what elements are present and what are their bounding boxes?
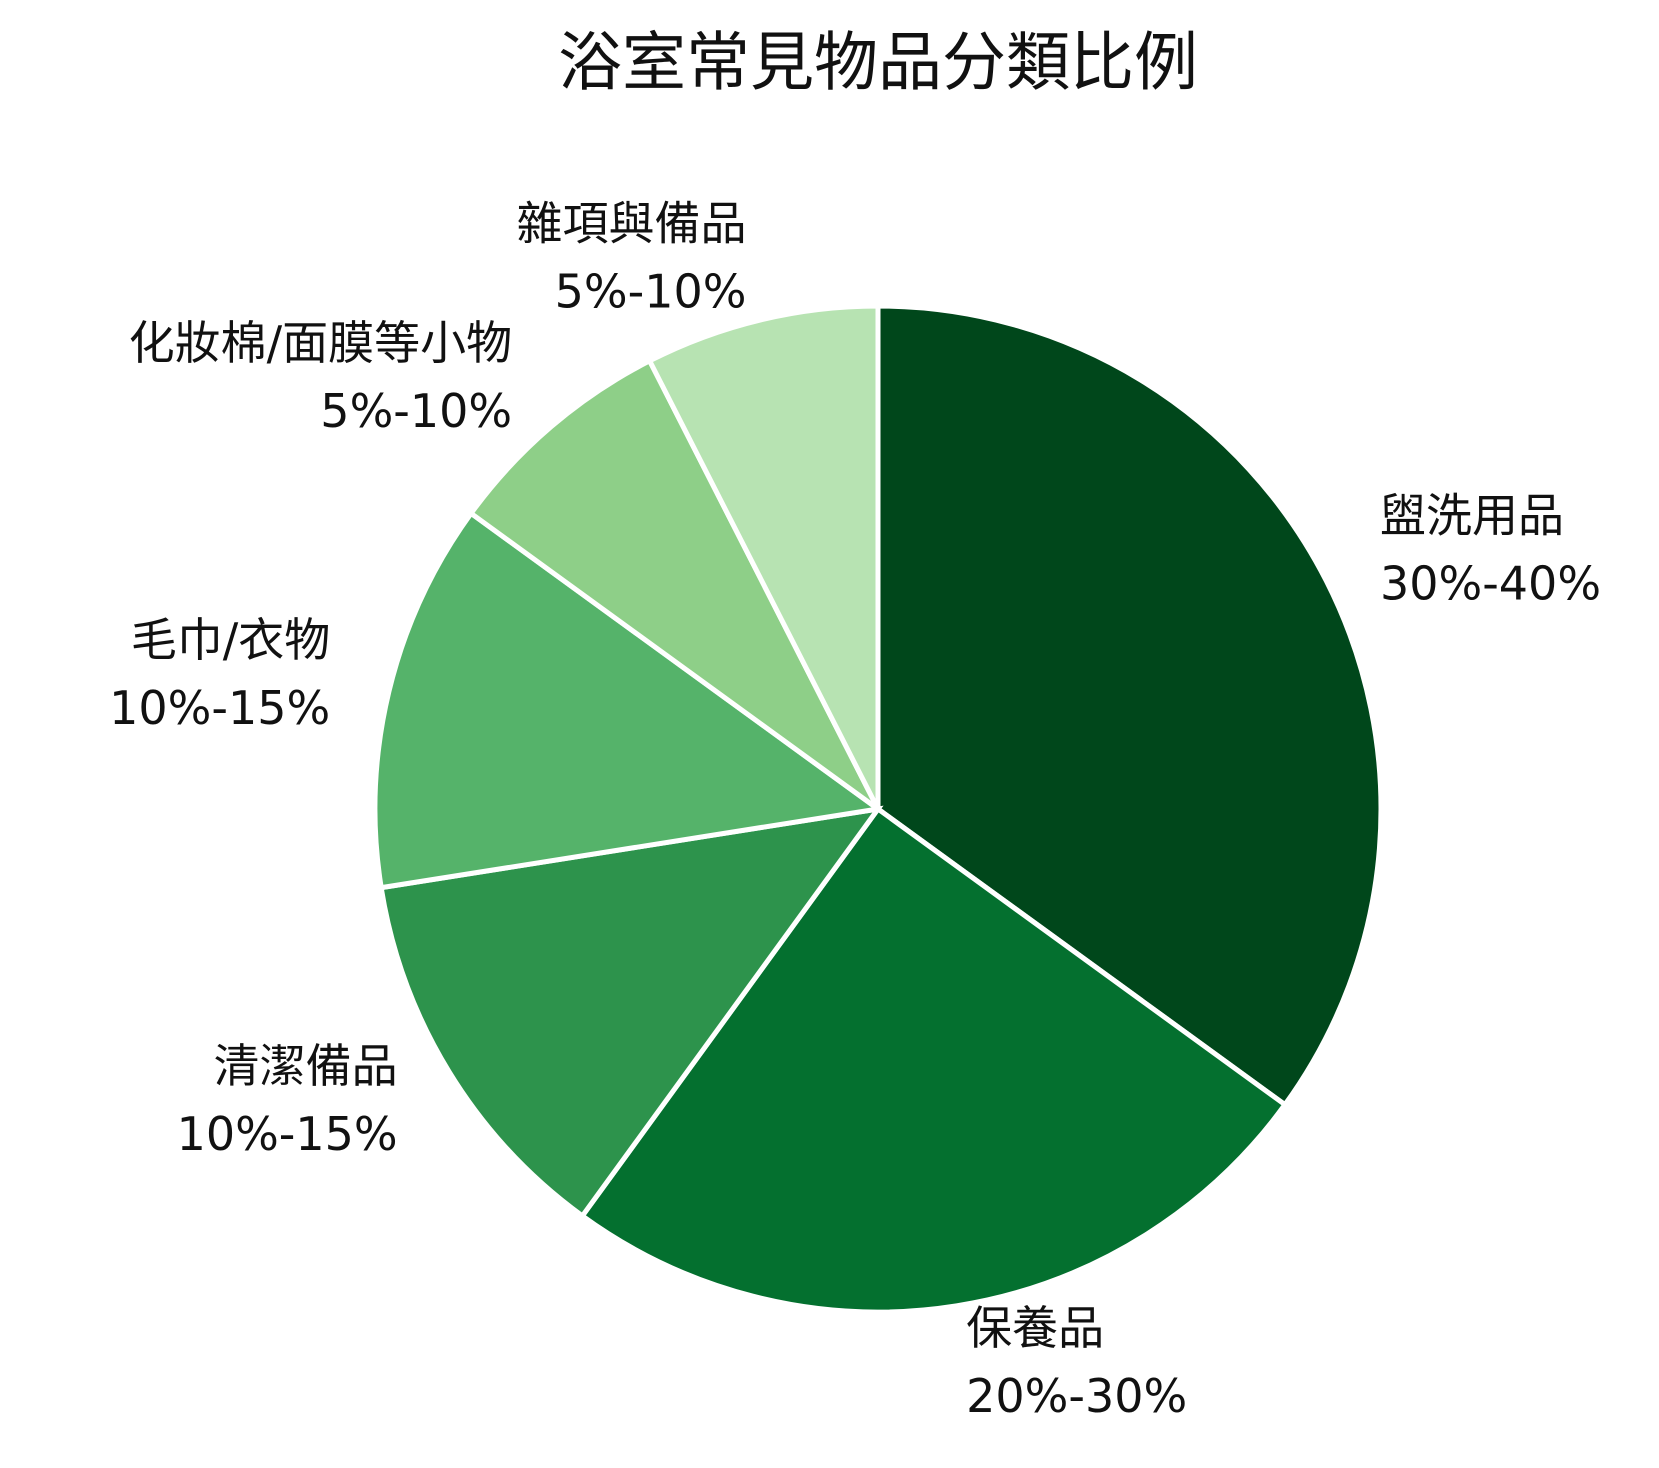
pie-slice bbox=[578, 805, 1289, 1315]
pie-slice bbox=[378, 805, 884, 1220]
pie-slice bbox=[467, 357, 881, 812]
pie-slice bbox=[646, 303, 881, 811]
pie-slice bbox=[372, 509, 885, 891]
pie-slice bbox=[875, 303, 1384, 1109]
slice-value-label: 10%-15% bbox=[109, 681, 330, 735]
slice-value-label: 5%-10% bbox=[320, 384, 512, 438]
slice-value-label: 5%-10% bbox=[555, 265, 747, 319]
slice-label: 毛巾/衣物 bbox=[131, 613, 331, 667]
slice-label: 雜項與備品 bbox=[516, 197, 746, 251]
slice-value-label: 10%-15% bbox=[177, 1107, 398, 1161]
slice-label: 化妝棉/面膜等小物 bbox=[129, 316, 513, 370]
chart-title: 浴室常見物品分類比例 bbox=[558, 27, 1198, 101]
slice-label: 清潔備品 bbox=[214, 1039, 398, 1093]
slice-value-label: 20%-30% bbox=[966, 1369, 1187, 1423]
slice-label: 保養品 bbox=[966, 1301, 1104, 1355]
slice-value-label: 30%-40% bbox=[1380, 557, 1601, 611]
slice-label: 盥洗用品 bbox=[1380, 489, 1564, 543]
